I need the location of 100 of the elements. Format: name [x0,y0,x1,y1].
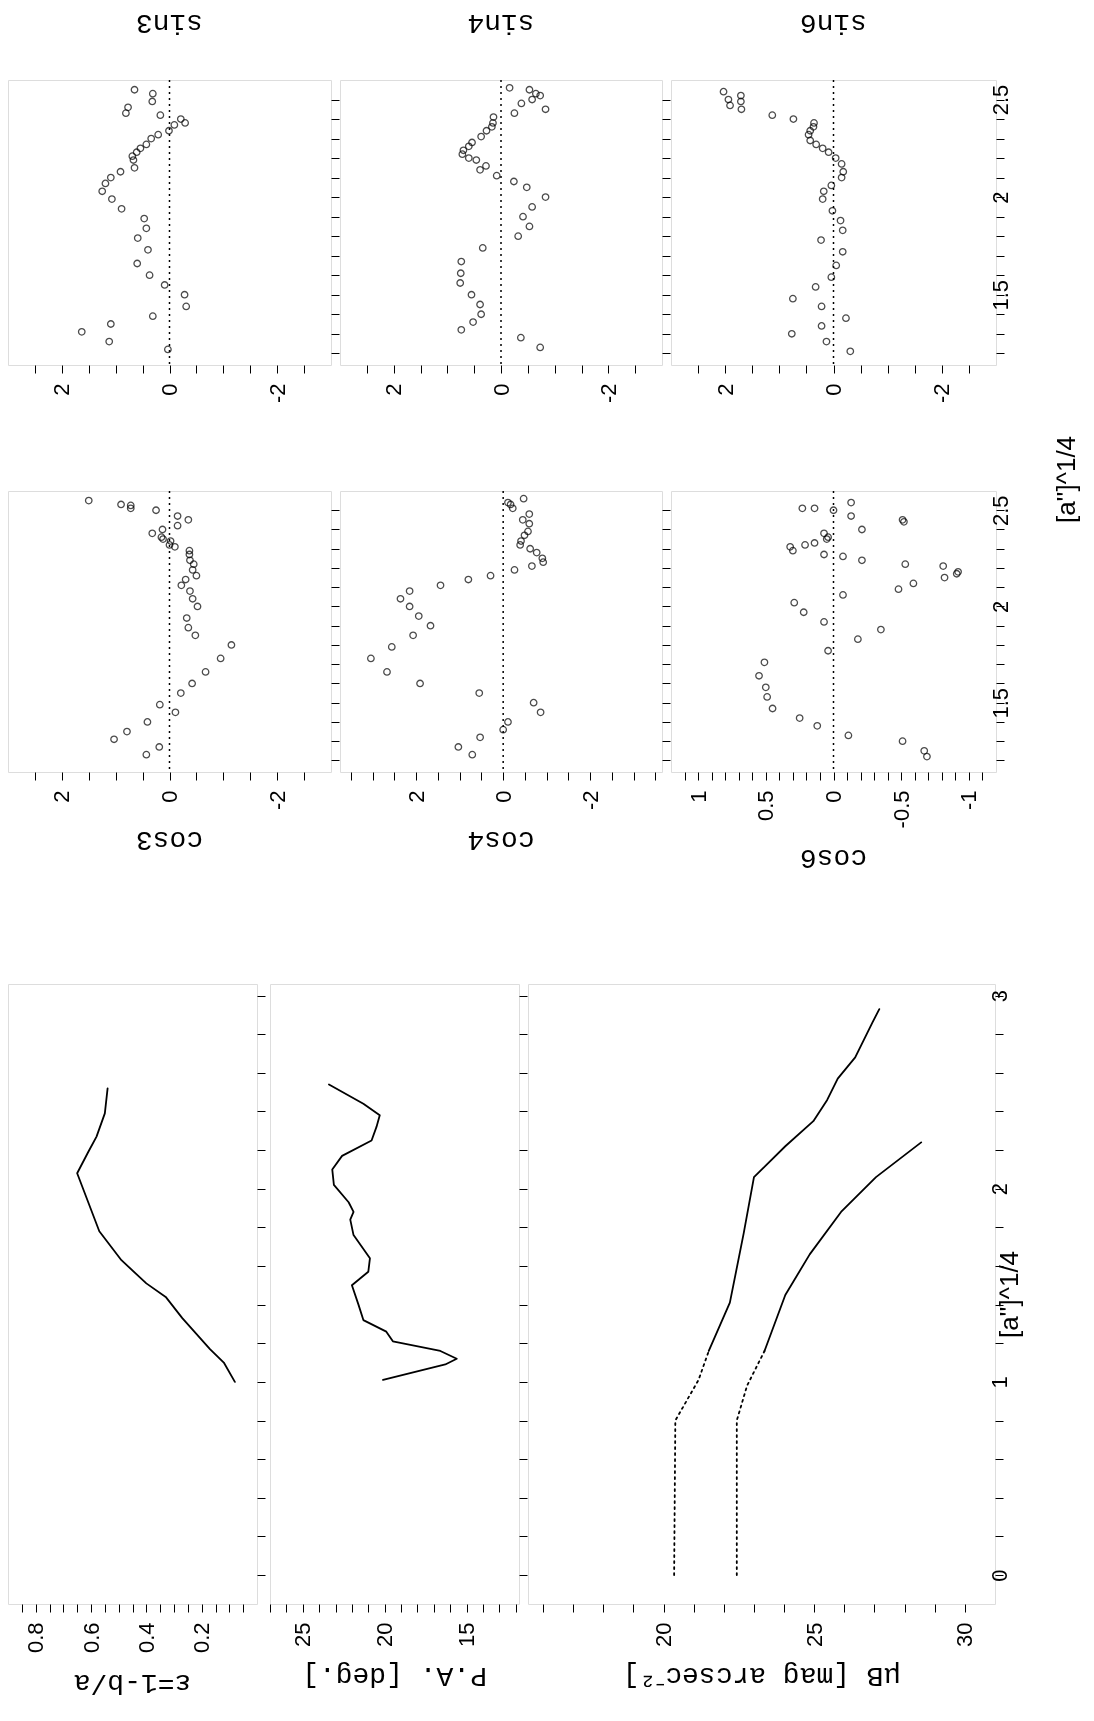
point [191,631,200,640]
point [464,142,473,151]
point [525,510,534,518]
point [763,693,772,701]
point [148,312,157,321]
point [519,494,528,503]
point [820,550,828,559]
point [528,203,537,211]
point [817,302,826,311]
point [755,671,763,680]
point [828,206,837,215]
point [136,144,145,153]
x-tick-label: 2 [49,383,75,396]
point [504,498,512,507]
point [528,562,536,570]
point [514,232,523,241]
y-tick-label: 2 [986,1183,1012,1196]
point [416,679,424,688]
point [858,556,866,565]
point [188,594,197,603]
x-tick-label: -1 [956,790,982,811]
y-axis-title: [a'']^1/4 [993,1250,1024,1339]
x-tick-label: 25 [290,1622,316,1647]
x-tick-label: -2 [264,383,290,404]
point [123,727,131,736]
point [165,126,173,135]
point [813,721,822,730]
x-tick-label: 15 [454,1622,480,1647]
point [105,337,114,346]
point [858,525,866,534]
x-tick-label: 2 [381,383,407,396]
point [510,109,519,118]
point [117,204,126,213]
point [768,111,777,120]
point [143,718,152,726]
point [831,154,840,162]
point [126,501,135,510]
y-tick-label: 2 [987,600,1013,614]
point [472,156,481,164]
point [839,167,848,176]
point [155,743,164,751]
y-tick-label: 2.5 [987,495,1013,527]
point [486,571,495,580]
point [839,552,847,561]
point [101,179,110,188]
point [519,212,527,221]
point [724,95,733,104]
point [894,585,903,594]
point [516,541,525,549]
point [541,105,550,114]
x-tick-label: 2 [712,383,738,396]
point [456,279,465,287]
point [524,527,532,536]
point [482,162,490,170]
point [842,314,850,323]
x-tick-label: -2 [595,383,621,404]
point [396,594,405,603]
point [98,187,107,196]
point [838,226,847,235]
x-axis-title: μB [mag arcsec⁻²] [622,1660,901,1692]
point [824,148,833,157]
point [923,752,931,761]
point [799,608,808,617]
point [809,122,818,131]
x-tick-label: 2 [49,790,75,803]
point [468,138,476,147]
point [761,683,770,692]
point [163,345,172,354]
point [508,504,517,513]
point [788,294,797,303]
point [836,216,845,225]
point [939,562,948,570]
point [795,714,804,722]
point [367,654,375,663]
point [182,614,191,622]
point [528,95,537,104]
point [166,537,175,545]
point [506,500,515,509]
point [539,558,548,567]
point [156,111,165,120]
y-tick-label: 1.5 [987,279,1013,311]
point [517,537,525,545]
point [811,283,820,291]
point [181,575,190,584]
x-axis-title: sin6 [799,7,868,39]
point [160,281,169,289]
point [459,146,468,155]
point [77,327,86,336]
point [469,318,477,326]
point [478,243,487,252]
x-tick-label: -2 [929,383,955,404]
point [810,119,818,127]
point [804,130,813,139]
point [184,623,193,632]
point [155,700,164,709]
point [142,140,151,149]
point [877,625,885,634]
point [518,515,527,524]
point [829,506,838,515]
point [538,554,547,563]
